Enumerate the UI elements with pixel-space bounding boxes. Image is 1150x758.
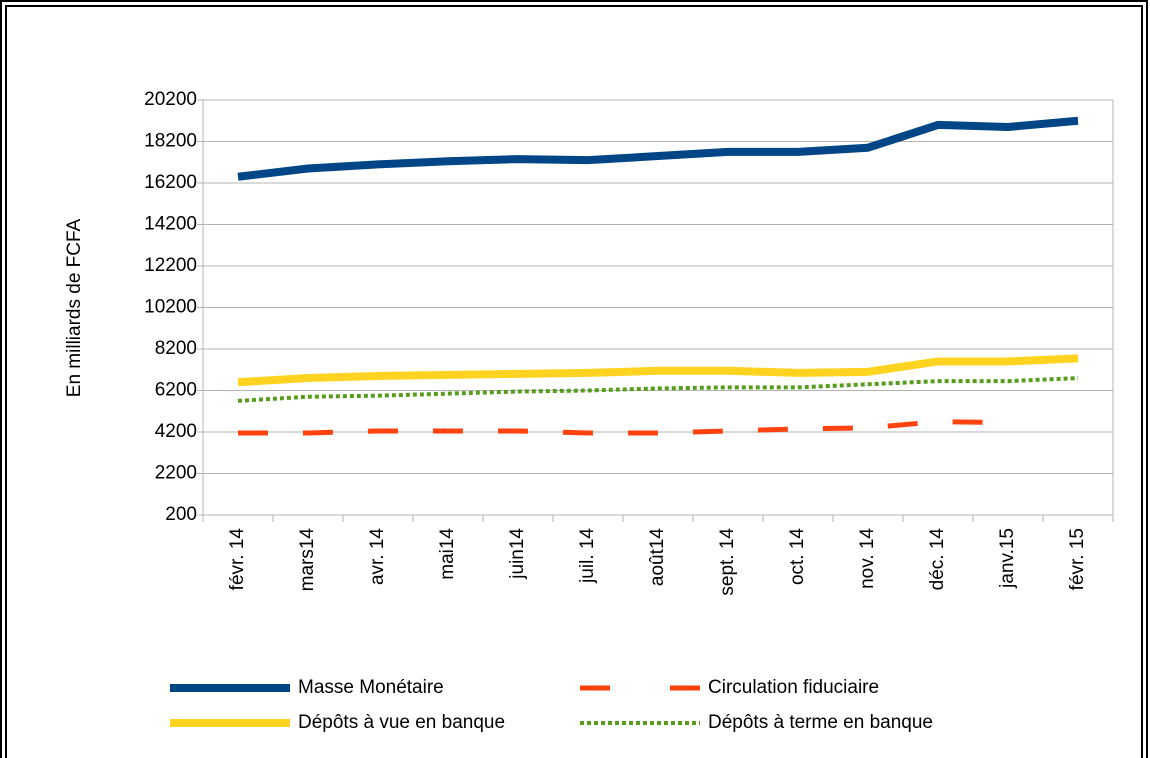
y-tick-label: 200 (165, 504, 197, 525)
x-tick-label: nov. 14 (857, 528, 878, 589)
x-tick-label: avr. 14 (367, 528, 388, 585)
y-tick-label: 6200 (155, 380, 197, 401)
legend-label: Dépôts à vue en banque (298, 712, 505, 733)
x-tick-label: juin14 (507, 528, 528, 580)
x-tick-label: août14 (647, 528, 668, 587)
x-tick-label: mai14 (437, 528, 458, 580)
legend-label: Circulation fiduciaire (708, 677, 879, 698)
y-tick-label: 10200 (144, 297, 197, 318)
series-line (237, 376, 1079, 403)
x-tick-label: mars14 (297, 528, 318, 592)
x-tick-label: juil. 14 (577, 528, 598, 584)
x-tick-label: déc. 14 (927, 528, 948, 591)
y-tick-label: 2200 (155, 463, 197, 484)
x-tick-label: févr. 15 (1067, 528, 1088, 590)
series-line (238, 419, 1009, 436)
y-tick-label: 12200 (144, 255, 197, 276)
y-tick-label: 8200 (155, 338, 197, 359)
frame-inner (5, 5, 1143, 758)
y-tick-label: 14200 (144, 214, 197, 235)
y-tick-label: 4200 (155, 421, 197, 442)
x-tick-label: oct. 14 (787, 528, 808, 585)
x-tick-label: janv.15 (997, 528, 1018, 589)
series-line (237, 354, 1079, 387)
y-tick-label: 20200 (144, 89, 197, 110)
legend-label: Masse Monétaire (298, 677, 444, 698)
x-tick-label: févr. 14 (227, 528, 248, 591)
legend-label: Dépôts à terme en banque (708, 712, 933, 733)
y-tick-label: 16200 (144, 172, 197, 193)
y-axis-title: En milliards de FCFA (64, 218, 85, 397)
x-tick-label: sept. 14 (717, 528, 738, 596)
series-line (237, 116, 1079, 181)
y-tick-label: 18200 (144, 131, 197, 152)
